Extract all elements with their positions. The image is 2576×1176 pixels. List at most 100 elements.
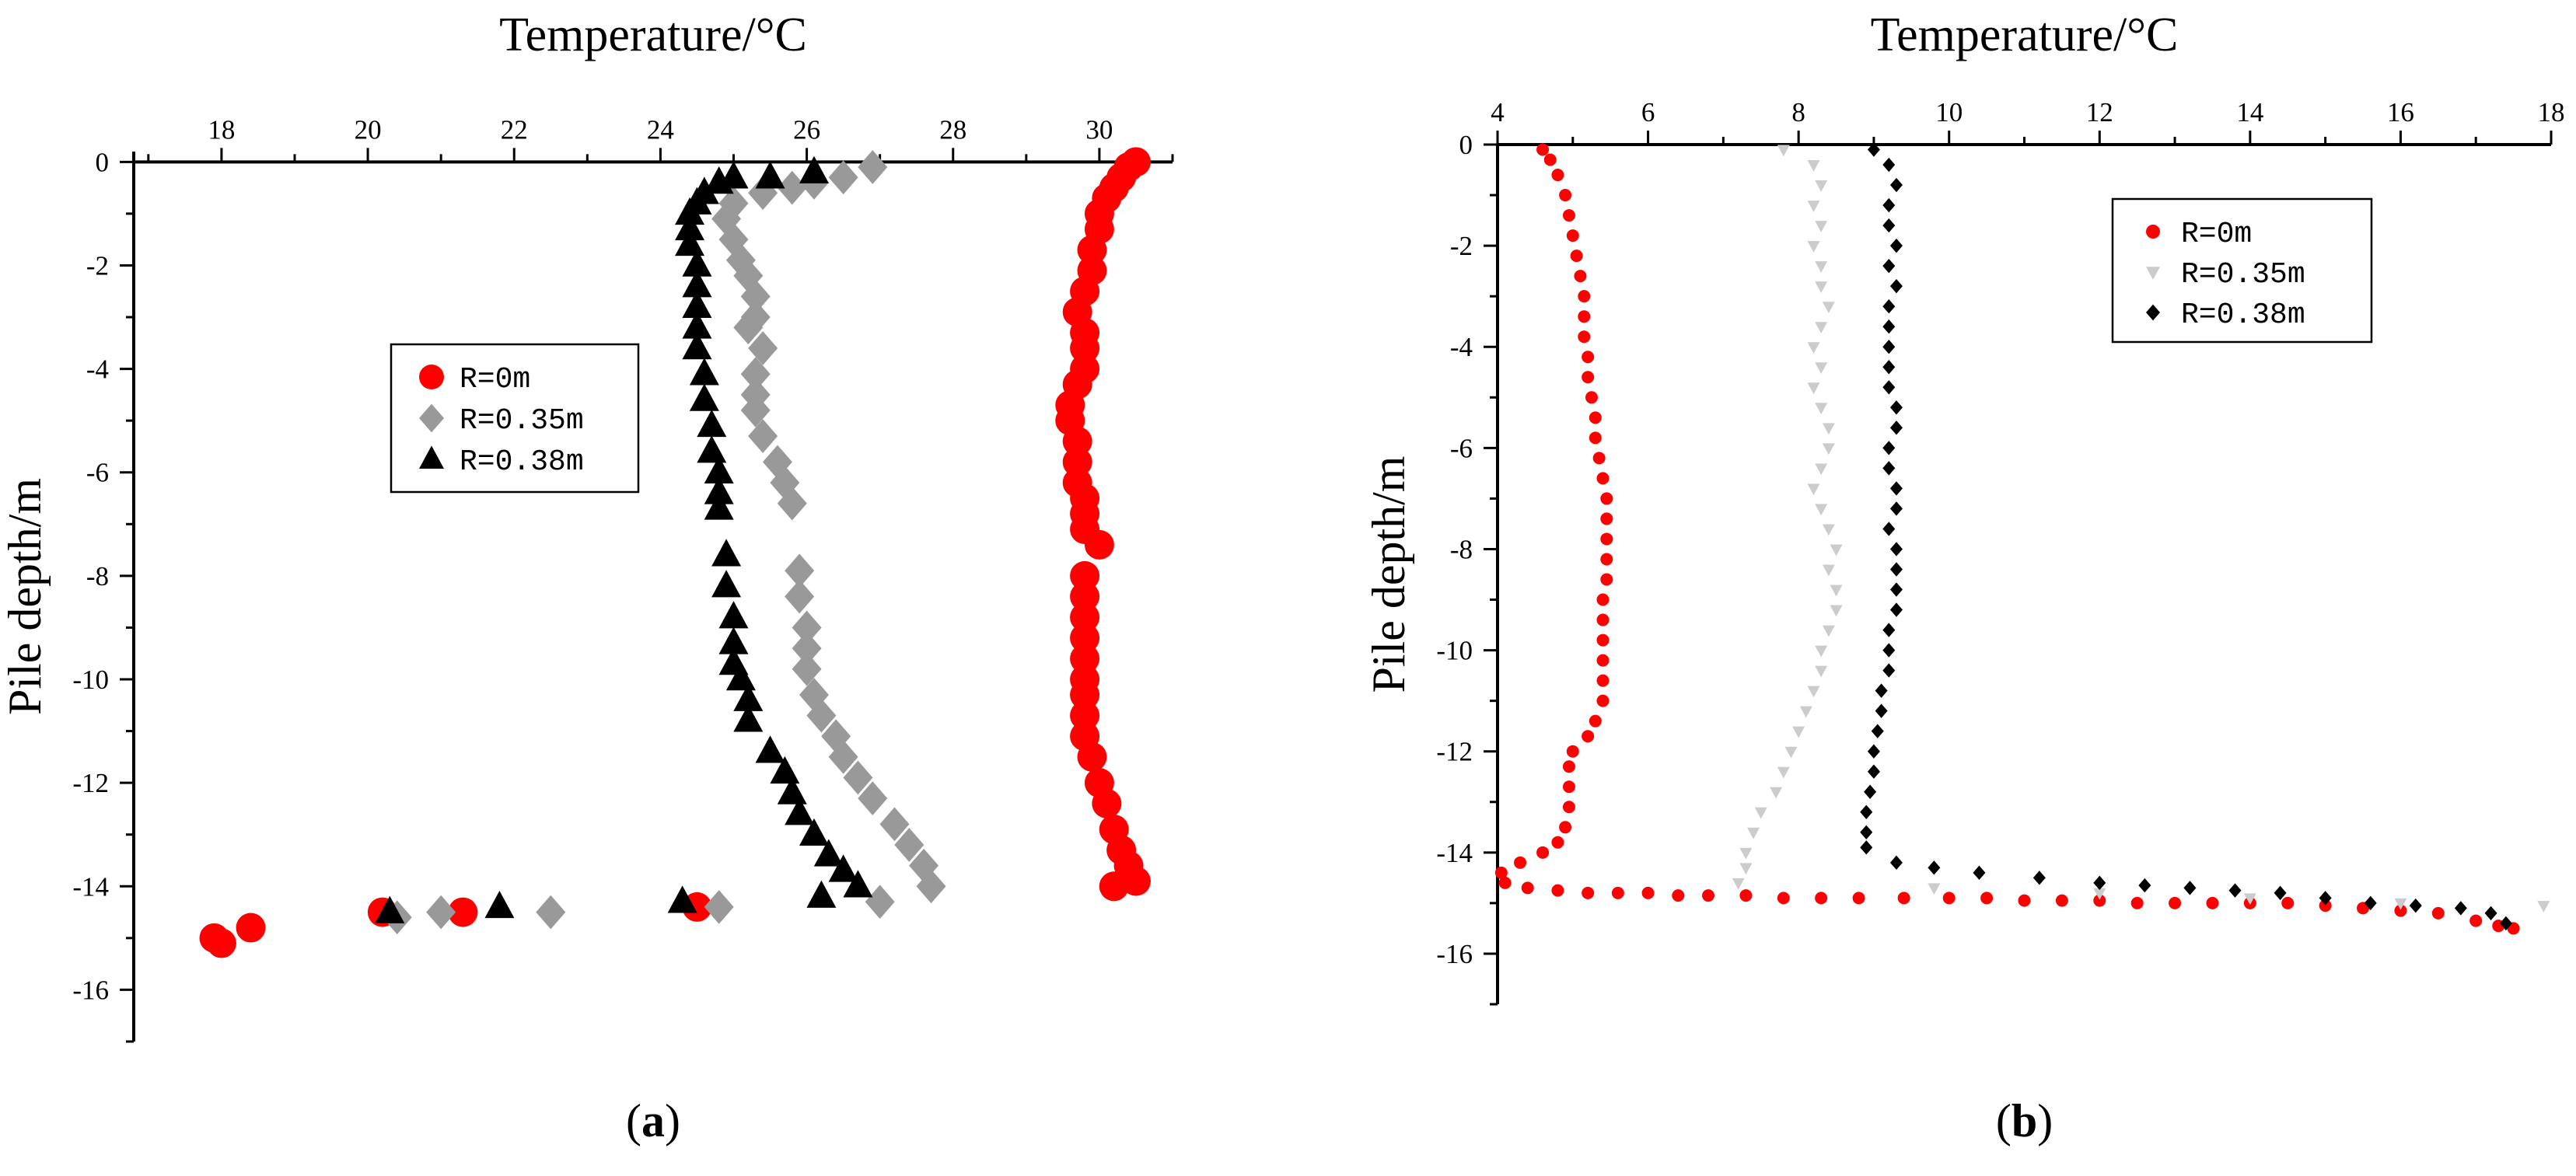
legend-label: R=0m: [2181, 218, 2252, 251]
data-point: [1860, 840, 1873, 855]
y-tick-label: -6: [1450, 433, 1473, 463]
data-point: [718, 601, 749, 629]
data-point: [1777, 766, 1790, 779]
data-point: [1815, 362, 1828, 375]
data-point: [740, 279, 771, 314]
data-point: [1494, 866, 1508, 879]
y-tick-label: -6: [86, 458, 109, 488]
data-point: [1882, 197, 1896, 213]
data-point: [1739, 847, 1753, 860]
legend-marker: [419, 445, 444, 469]
data-point: [1882, 380, 1896, 395]
panel-label: (a): [626, 1095, 680, 1146]
x-tick-label: 30: [1085, 114, 1113, 145]
data-point: [2093, 875, 2106, 891]
data-point: [1942, 892, 1956, 905]
data-point: [1889, 481, 1903, 496]
data-point: [1867, 142, 1880, 157]
data-point: [1551, 169, 1564, 182]
data-point: [1889, 400, 1903, 415]
data-point: [1882, 441, 1896, 455]
data-point: [2394, 904, 2407, 917]
x-tick-label: 12: [2086, 97, 2113, 127]
x-tick-label: 4: [1491, 97, 1505, 127]
y-axis-title: Pile depth/m: [0, 478, 51, 715]
legend-label: R=0.38m: [2181, 298, 2305, 332]
data-point: [1864, 784, 1877, 799]
data-point: [704, 455, 734, 483]
legend-marker: [419, 365, 444, 389]
data-point: [718, 222, 749, 257]
data-point: [2138, 878, 2151, 893]
data-point: [748, 331, 778, 365]
data-point: [1596, 674, 1610, 687]
data-point: [755, 161, 785, 189]
data-point: [426, 895, 456, 930]
data-point: [1882, 298, 1896, 314]
data-point: [828, 854, 858, 882]
data-point: [1799, 706, 1812, 718]
data-point: [1889, 855, 1903, 871]
data-point: [1070, 602, 1100, 633]
data-point: [1070, 700, 1100, 731]
data-point: [1889, 542, 1903, 557]
legend-label: R=0.38m: [460, 445, 584, 479]
data-point: [1600, 573, 1613, 586]
data-point: [785, 553, 815, 588]
data-point: [1822, 302, 1835, 313]
data-point: [1562, 801, 1575, 814]
data-point: [697, 435, 727, 463]
data-point: [1882, 623, 1896, 637]
data-point: [704, 890, 734, 924]
data-point: [2431, 906, 2445, 920]
data-point: [1754, 807, 1767, 819]
data-point: [718, 186, 749, 221]
data-point: [1592, 452, 1606, 465]
data-point: [1070, 581, 1100, 612]
data-point: [1815, 221, 1828, 232]
legend-marker: [419, 403, 444, 433]
data-point: [1889, 177, 1903, 193]
data-point: [1600, 532, 1613, 546]
data-point: [682, 290, 712, 318]
data-point: [704, 492, 734, 520]
data-point: [667, 885, 697, 913]
series-r-0m: [1494, 143, 2520, 935]
data-point: [206, 928, 236, 958]
data-point: [1973, 865, 1986, 881]
x-tick-label: 20: [355, 114, 382, 145]
data-point: [2484, 906, 2497, 921]
data-point: [1777, 892, 1790, 905]
data-point: [1578, 310, 1591, 323]
data-point: [2469, 914, 2483, 927]
data-point: [1641, 886, 1655, 899]
data-point: [1099, 871, 1129, 902]
data-point: [1792, 726, 1805, 738]
x-axis-title: Temperature/°C: [1871, 9, 2179, 61]
series-r-0-35m: [1732, 145, 2550, 913]
data-point: [1807, 483, 1820, 496]
y-tick-label: -14: [72, 871, 109, 902]
data-point: [1551, 884, 1564, 897]
y-tick-label: -10: [72, 665, 109, 695]
data-point: [1732, 878, 1745, 890]
data-point: [1585, 391, 1598, 404]
data-point: [1875, 703, 1888, 718]
data-point: [1092, 788, 1122, 818]
data-point: [2409, 898, 2422, 913]
data-point: [2093, 894, 2106, 907]
data-point: [1928, 860, 1941, 875]
data-point: [682, 332, 712, 360]
data-point: [806, 880, 837, 908]
data-point: [1589, 714, 1602, 728]
data-point: [1860, 804, 1873, 819]
x-tick-label: 6: [1641, 97, 1655, 127]
data-point: [682, 249, 712, 277]
data-point: [2537, 901, 2550, 913]
data-point: [718, 626, 749, 654]
x-tick-label: 10: [1935, 97, 1963, 127]
data-point: [2055, 894, 2068, 907]
data-point: [1807, 160, 1820, 172]
data-point: [777, 486, 807, 521]
